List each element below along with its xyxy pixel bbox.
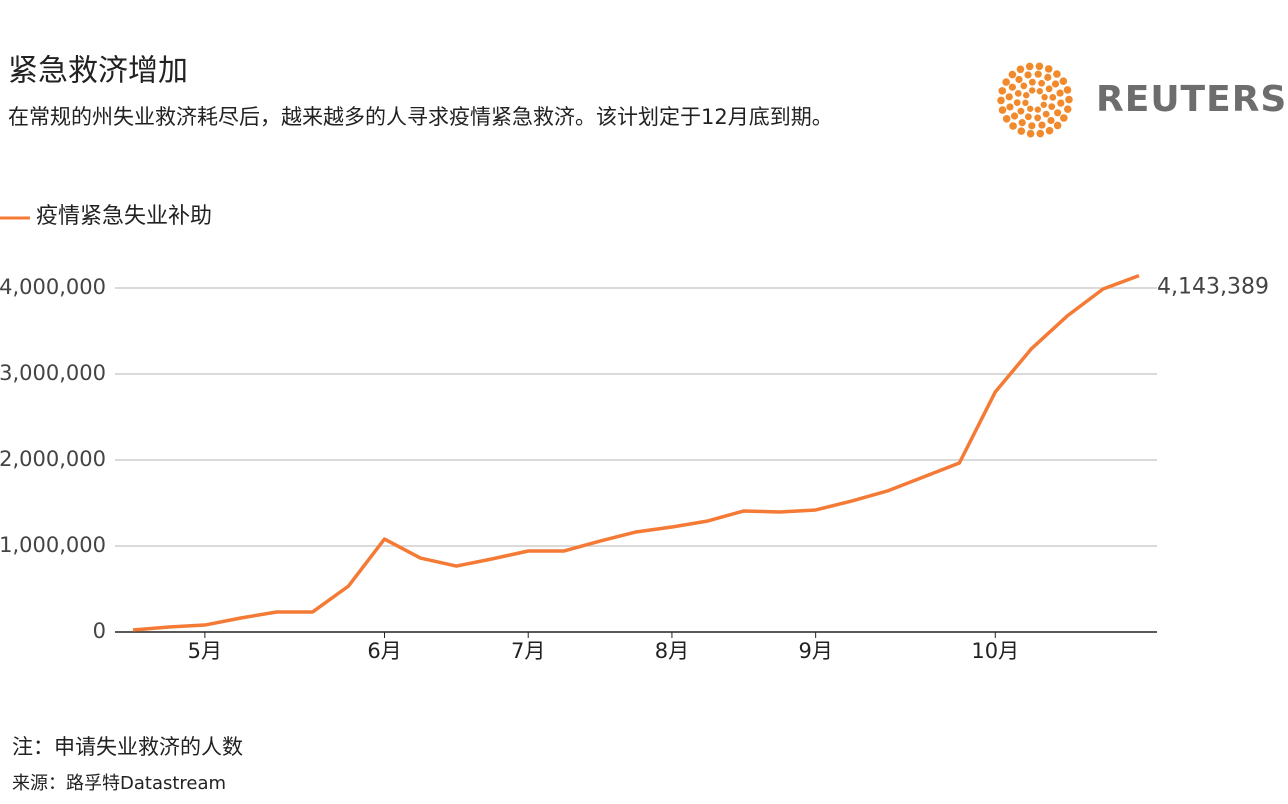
logo-dot — [998, 106, 1007, 114]
logo-dot — [1034, 106, 1042, 113]
logo-dot — [1036, 88, 1043, 95]
x-tick-label: 9月 — [798, 639, 832, 663]
logo-dot — [1028, 78, 1036, 86]
source: 来源：路孚特Datastream — [12, 773, 226, 794]
logo-dot — [1025, 62, 1034, 71]
logo-dot — [1057, 99, 1065, 107]
logo-dot — [1026, 129, 1035, 138]
chart-title: 紧急救济增加 — [8, 54, 188, 89]
logo-dot — [1024, 113, 1032, 121]
logo-mark — [997, 62, 1073, 138]
x-tick-label: 10月 — [971, 639, 1019, 663]
logo-dot — [1009, 122, 1017, 130]
logo-dot — [1045, 85, 1053, 93]
logo-dot — [1044, 73, 1052, 81]
logo-dot — [1054, 109, 1062, 117]
logo-dot — [1042, 110, 1050, 118]
logo-dot — [1014, 89, 1022, 97]
value-label: 4,143,389 — [1157, 275, 1269, 300]
logo-dot — [1063, 86, 1072, 94]
logo-dot — [1059, 77, 1068, 86]
logo-dot — [1028, 122, 1036, 130]
logo-dot — [1018, 119, 1026, 127]
logo-dot — [1002, 78, 1010, 86]
logo-dot — [1005, 93, 1013, 101]
logo-dot — [1017, 107, 1025, 115]
logo-dot — [1056, 89, 1064, 97]
x-tick-label: 8月 — [655, 639, 689, 663]
line — [132, 274, 1140, 632]
logo-dot — [1023, 92, 1030, 99]
logo-dot — [1049, 93, 1057, 101]
logo-dot — [1060, 114, 1068, 122]
logo-dot — [1036, 129, 1045, 138]
logo-dot — [998, 87, 1007, 95]
logo-dot — [1038, 79, 1046, 87]
logo-dot — [1041, 93, 1048, 101]
logo-dot — [1008, 83, 1016, 91]
logo-dot — [997, 96, 1005, 105]
logo-dot — [1013, 99, 1021, 107]
logo-dot — [1027, 105, 1034, 112]
logo-dot — [1045, 126, 1054, 135]
logo-text: REUTERS — [1096, 79, 1287, 120]
logo-dot — [1010, 112, 1019, 120]
x-tick-label: 6月 — [367, 639, 401, 663]
logo-dot — [1048, 103, 1056, 111]
logo-dot — [1028, 87, 1036, 94]
logo-dot — [1038, 121, 1046, 129]
y-tick-label: 2,000,000 — [0, 447, 106, 471]
logo-dot — [1034, 70, 1042, 78]
logo-dot — [1065, 95, 1073, 104]
logo-dot — [1053, 70, 1061, 78]
y-tick-label: 0 — [93, 619, 106, 643]
logo-dot — [1002, 114, 1011, 123]
x-tick-label: 7月 — [511, 639, 545, 663]
logo-dot — [1015, 75, 1023, 84]
logo-dot — [1040, 101, 1047, 108]
logo-dot — [1024, 71, 1032, 79]
x-tick-label: 5月 — [188, 639, 222, 663]
logo-dot — [1053, 121, 1062, 130]
logo-dot — [1006, 103, 1014, 111]
logo-dot — [1017, 127, 1026, 135]
y-tick-label: 3,000,000 — [0, 361, 106, 385]
logo-dot — [1020, 82, 1028, 90]
logo-dot — [1016, 65, 1025, 74]
logo-dot — [1034, 114, 1042, 122]
note: 注：申请失业救济的人数 — [12, 735, 243, 759]
logo-dot — [1022, 99, 1029, 107]
y-tick-label: 1,000,000 — [0, 533, 106, 557]
y-tick-label: 4,000,000 — [0, 275, 106, 299]
logo-dot — [1044, 65, 1053, 73]
legend-label: 疫情紧急失业补助 — [36, 204, 212, 229]
logo-dot — [1008, 70, 1017, 79]
chart-subtitle: 在常规的州失业救济耗尽后，越来越多的人寻求疫情紧急救济。该计划定于12月底到期。 — [8, 105, 833, 129]
logo-dot — [1035, 62, 1044, 71]
logo-dot — [1063, 105, 1072, 113]
logo-dot — [1051, 80, 1060, 88]
logo-dot — [1047, 116, 1055, 125]
